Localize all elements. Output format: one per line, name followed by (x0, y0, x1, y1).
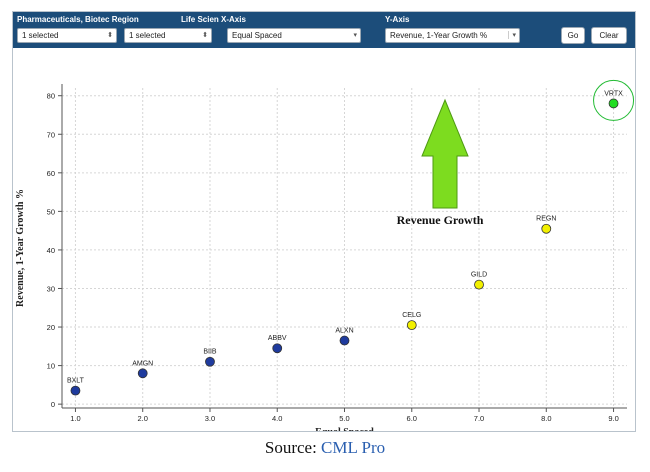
scatter-chart: 0 10 20 30 40 50 60 70 80 1.0 2.0 3.0 4.0 5.0 6.0 7.0 8.… (15, 79, 635, 431)
x-tick-label: 2.0 (137, 414, 147, 423)
y-tick-label: 80 (47, 92, 55, 101)
chart-panel: Pharmaceuticals, Biotec Region Life Scie… (12, 11, 636, 432)
source-link[interactable]: CML Pro (321, 438, 386, 457)
x-tick-label: 3.0 (205, 414, 215, 423)
data-point[interactable] (272, 343, 283, 354)
life-science-select[interactable]: 1 selected ⬍ (124, 28, 212, 43)
life-science-select-value: 1 selected (129, 31, 166, 40)
life-science-filter-label: Life Scien X-Axis (181, 15, 246, 24)
x-tick-label: 1.0 (70, 414, 80, 423)
y-axis-select[interactable]: Revenue, 1-Year Growth % ▾ (385, 28, 520, 43)
y-tick-label: 50 (47, 207, 55, 216)
data-point[interactable] (70, 385, 81, 396)
x-axis-select[interactable]: Equal Spaced ▾ (227, 28, 361, 43)
source-caption: Source: CML Pro (0, 438, 650, 458)
point-label: VRTX (604, 90, 623, 97)
point-label: CELG (402, 312, 421, 319)
chevron-down-icon: ▾ (353, 32, 357, 39)
chevron-updown-icon: ⬍ (107, 32, 113, 39)
data-point[interactable] (205, 356, 215, 367)
y-axis-select-value: Revenue, 1-Year Growth % (390, 31, 488, 40)
point-label: ABBV (268, 335, 287, 342)
region-filter-label: Pharmaceuticals, Biotec Region (17, 15, 139, 24)
up-arrow-icon (421, 98, 469, 209)
x-tick-label: 4.0 (272, 414, 282, 423)
x-tick-label: 6.0 (407, 414, 417, 423)
y-tick-label: 40 (47, 246, 55, 255)
y-tick-label: 60 (47, 169, 55, 178)
go-button[interactable]: Go (561, 27, 585, 44)
clear-button[interactable]: Clear (591, 27, 627, 44)
data-point[interactable] (608, 98, 619, 109)
x-axis-select-value: Equal Spaced (232, 31, 282, 40)
toolbar: Pharmaceuticals, Biotec Region Life Scie… (13, 12, 635, 48)
x-tick-label: 9.0 (608, 414, 618, 423)
point-label: AMGN (132, 360, 153, 367)
point-label: ALXN (335, 328, 353, 335)
y-tick-label: 70 (47, 130, 55, 139)
x-axis-title: Equal Spaced (315, 427, 374, 431)
point-label: GILD (471, 272, 487, 279)
y-tick-label: 20 (47, 323, 55, 332)
data-point[interactable] (339, 335, 350, 346)
x-tick-label: 8.0 (541, 414, 551, 423)
x-tick-label: 5.0 (339, 414, 349, 423)
chevron-down-icon: ▾ (508, 31, 516, 39)
x-tick-label: 7.0 (474, 414, 484, 423)
chevron-updown-icon: ⬍ (202, 32, 208, 39)
annotation-text: Revenue Growth (397, 213, 484, 227)
y-axis-label: Y-Axis (385, 15, 410, 24)
y-tick-label: 0 (51, 400, 55, 409)
data-point[interactable] (474, 279, 484, 290)
data-point[interactable] (406, 320, 417, 331)
region-select-value: 1 selected (22, 31, 59, 40)
point-label: BXLT (67, 378, 85, 385)
data-point[interactable] (137, 368, 148, 379)
y-axis-title: Revenue, 1-Year Growth % (15, 189, 26, 307)
point-label: REGN (536, 216, 556, 223)
data-point[interactable] (541, 223, 552, 234)
region-select[interactable]: 1 selected ⬍ (17, 28, 117, 43)
source-prefix: Source: (264, 438, 317, 457)
y-tick-label: 10 (47, 362, 55, 371)
point-label: BIIB (203, 349, 217, 356)
highlight-ring (593, 79, 635, 121)
y-tick-label: 30 (47, 284, 55, 293)
